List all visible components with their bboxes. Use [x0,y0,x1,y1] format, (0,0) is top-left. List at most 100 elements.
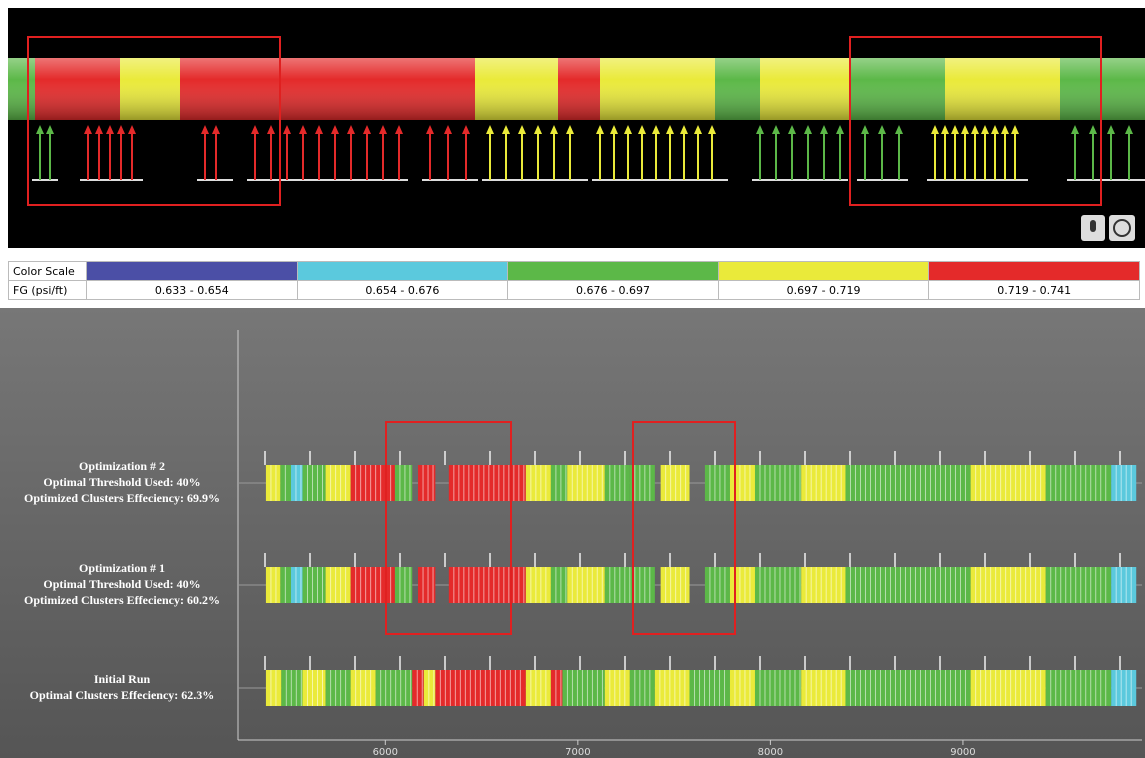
stage-segment [290,465,303,501]
arrow-head [878,125,886,134]
stage-segment [754,670,802,706]
stage-segment [1111,567,1137,603]
rotate-button[interactable] [1109,215,1135,241]
arrow-head [106,125,114,134]
arrow-head [820,125,828,134]
stage-segment [325,465,351,501]
arrow-head [895,125,903,134]
highlight-box [849,36,1102,206]
stage-segment [704,465,730,501]
arrow-head [971,125,979,134]
stage-segment [567,465,605,501]
stage-segment [729,465,755,501]
stage-segment [412,670,424,706]
stage-segment [754,465,802,501]
stage-segment [550,465,568,501]
arrow-head [1089,125,1097,134]
stage-segment [629,465,655,501]
range: 0.719 - 0.741 [928,280,1140,300]
stage-segment [567,567,605,603]
stage-segment [970,567,1046,603]
arrow-head [624,125,632,134]
arrow-head [931,125,939,134]
x-tick-label: 8000 [758,747,783,758]
swatch [86,261,298,281]
stage-segment [704,567,730,603]
stage-segment [562,670,605,706]
stage-segment [1111,465,1137,501]
swatch [928,261,1140,281]
arrow-head [610,125,618,134]
arrow-head [694,125,702,134]
color-scale: Color Scale FG (psi/ft) 0.633 - 0.654 0.65… [8,261,1140,300]
arrow-head [638,125,646,134]
x-tick-label: 6000 [373,747,398,758]
stage-segment [265,670,282,706]
arrows [32,125,1145,181]
pipe-view [8,8,1145,248]
arrow-head [1107,125,1115,134]
stage-segment [525,670,551,706]
pipe-shade [8,58,1145,120]
stage-segment [350,670,376,706]
row-label: Optimal Threshold Used: 40% [43,475,200,489]
arrow-head [95,125,103,134]
row-label: Optimized Clusters Effeciency: 60.2% [24,593,220,607]
arrow-head [201,125,209,134]
arrow-head [836,125,844,134]
row-label: Optimal Threshold Used: 40% [43,577,200,591]
rotate-icon [1113,219,1131,237]
arrow-head [1001,125,1009,134]
row-label: Initial Run [94,672,151,686]
arrow-head [991,125,999,134]
stage-segment [325,567,351,603]
arrow-head [486,125,494,134]
arrow-head [596,125,604,134]
stage-segment [845,670,971,706]
arrow-head [426,125,434,134]
arrow-head [84,125,92,134]
stage-segment [302,567,326,603]
stage-segment [801,670,846,706]
stage-segment [418,465,436,501]
stage-segment [550,567,568,603]
arrow-head [331,125,339,134]
stage-segment [604,670,630,706]
arrow-head [861,125,869,134]
stage-segment [525,465,551,501]
stage-segment [302,670,326,706]
arrow-head [961,125,969,134]
stage-segment [290,567,303,603]
stage-segment [350,567,395,603]
arrow-head [550,125,558,134]
stage-segment [604,465,630,501]
arrow-head [804,125,812,134]
range: 0.676 - 0.697 [507,280,719,300]
stage-segment [418,567,436,603]
arrow-head [534,125,542,134]
arrow-head [363,125,371,134]
arrow-head [941,125,949,134]
arrow-head [46,125,54,134]
arrow-head [395,125,403,134]
arrow-head [652,125,660,134]
arrow-head [36,125,44,134]
arrow-head [379,125,387,134]
stage-segment [629,670,655,706]
highlight-box [27,36,281,206]
arrow-head [283,125,291,134]
stage-segment [265,567,281,603]
arrow-head [251,125,259,134]
x-tick-label: 7000 [565,747,590,758]
stage-segment [801,465,846,501]
arrow-head [128,125,136,134]
stage-segment [423,670,436,706]
stage-segment [654,670,690,706]
arrow-head [299,125,307,134]
stage-segment [302,465,326,501]
row-label: Optimized Clusters Effeciency: 69.9% [24,491,220,505]
highlight-box [632,421,736,635]
arrow-head [756,125,764,134]
arrow-head [502,125,510,134]
